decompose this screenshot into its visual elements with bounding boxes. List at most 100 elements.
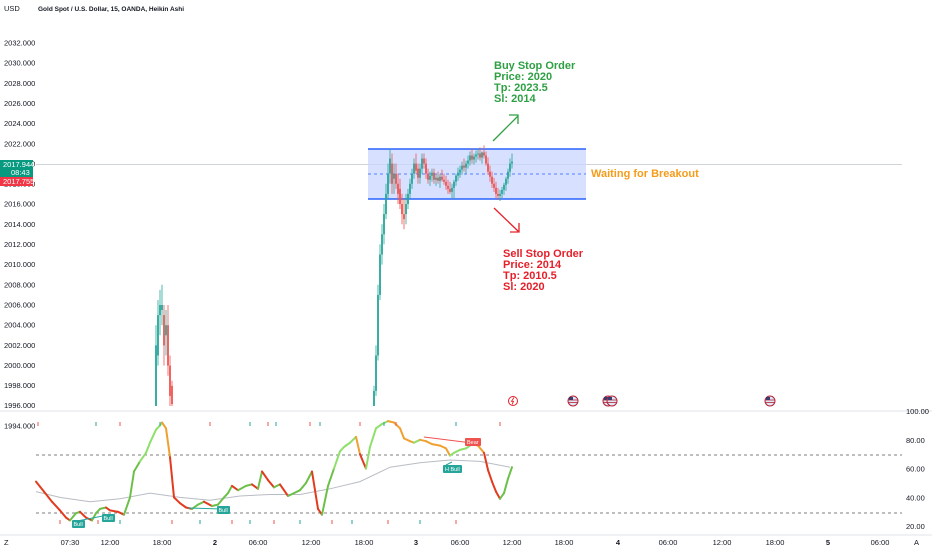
candle-body (389, 158, 391, 174)
buy-line2: Price: 2020 (494, 71, 552, 83)
time-tick-label: 4 (616, 538, 621, 547)
oscillator-segment (211, 503, 219, 507)
time-axis[interactable]: 07:30 12:00 18:00 2 06:00 12:00 18:00 3 06:00 12:… (61, 538, 890, 547)
candle-body (457, 172, 459, 176)
auto-scale-corner[interactable]: A (914, 538, 919, 547)
oscillator-axis[interactable]: 100.00 80.00 60.00 40.00 20.00 (906, 407, 929, 531)
candle-body (415, 163, 417, 171)
oscillator-segment (369, 427, 377, 448)
oscillator-tick-label: 40.00 (906, 493, 925, 502)
time-tick-label: 18:00 (355, 538, 374, 547)
oscillator-segment (203, 500, 213, 507)
candle-body (427, 173, 429, 180)
price-tick-label: 2000.000 (4, 361, 35, 370)
time-tick-label: 18:00 (153, 538, 172, 547)
us-flag-event-icon[interactable] (764, 395, 776, 407)
oscillator-segment (79, 510, 87, 519)
timezone-corner[interactable]: Z (4, 538, 9, 547)
oscillator-tick-label: 60.00 (906, 465, 925, 474)
price-tick-label: 2006.000 (4, 300, 35, 309)
bid-price-value: 2017.755 (3, 177, 34, 186)
oscillator-segment (507, 466, 513, 480)
candle-body (419, 168, 421, 178)
sell-line4: Sl: 2020 (503, 281, 545, 293)
oscillator-segment (35, 480, 45, 493)
candle-body (155, 345, 157, 406)
candle-body (445, 181, 447, 186)
candle-body (475, 154, 477, 157)
oscillator-segment (117, 510, 125, 516)
bear-label: Bear (465, 438, 481, 446)
candle-body (451, 187, 453, 192)
time-tick-label: 06:00 (659, 538, 678, 547)
oscillator-segment (173, 496, 181, 505)
oscillator-segment (227, 484, 233, 495)
candle-body (383, 214, 385, 235)
oscillator-segment (499, 492, 505, 500)
time-tick-label: 12:00 (713, 538, 732, 547)
time-tick-label: 18:00 (555, 538, 574, 547)
price-axis[interactable]: 2032.000 2030.000 2028.000 2026.000 2024.000… (4, 39, 35, 431)
candle-body (429, 175, 431, 180)
sell-line2: Price: 2014 (503, 259, 562, 271)
bull-label-3-text: Bull (219, 508, 228, 514)
candle-body (499, 193, 501, 196)
candle-body (493, 183, 495, 188)
candle-body (393, 173, 395, 179)
oscillator-segment (343, 441, 351, 448)
oscillator-segment (381, 420, 389, 425)
oscillator-segment (257, 470, 263, 490)
lightning-event-icon[interactable] (508, 396, 518, 406)
oscillator-tick-label: 20.00 (906, 522, 925, 531)
down-arrow (493, 207, 520, 233)
price-tick-label: 1994.000 (4, 421, 35, 430)
oscillator-segment (393, 421, 401, 430)
signal-line (35, 459, 511, 503)
price-candles (155, 284, 173, 406)
candle-body (437, 177, 439, 181)
oscillator-segment (149, 428, 157, 444)
oscillator-segment (495, 490, 501, 500)
us-flag-event-icon[interactable] (606, 395, 618, 407)
candle-body (441, 176, 443, 180)
oscillator-segment (273, 483, 281, 489)
candle-body (169, 365, 171, 396)
time-tick-label: 12:00 (503, 538, 522, 547)
price-tick-label: 2010.000 (4, 260, 35, 269)
current-price-tag: 2017.944 08:43 (0, 160, 34, 177)
us-flag-event-icon[interactable] (567, 395, 579, 407)
candle-body (481, 152, 483, 158)
oscillator-segment (123, 496, 131, 516)
oscillator-segment (217, 496, 225, 506)
bull-divergence-line-2 (187, 507, 223, 510)
price-tick-label: 2028.000 (4, 79, 35, 88)
oscillator-segment (491, 480, 497, 493)
oscillator-segment (419, 438, 427, 443)
oscillator-pane: Bull Bull Bull H Bull Bear (35, 420, 902, 528)
candle-body (399, 188, 401, 204)
candle-body (409, 183, 411, 194)
oscillator-segment (399, 427, 405, 440)
oscillator-segment (69, 512, 77, 522)
oscillator-segment (459, 447, 467, 451)
candle-body (469, 155, 471, 161)
oscillator-segment (327, 467, 335, 487)
bull-label-1-text: Bull (74, 522, 83, 528)
bull-label-2-text: Bull (104, 516, 113, 522)
candle-body (413, 163, 415, 174)
candle-body (167, 325, 169, 366)
oscillator-segment (439, 444, 447, 450)
bull-label-1: Bull (72, 520, 85, 528)
oscillator-tick-label: 100.00 (906, 407, 929, 416)
oscillator-segment (245, 483, 253, 487)
oscillator-tick-label: 80.00 (906, 436, 925, 445)
candle-body (459, 169, 461, 173)
oscillator-segment (293, 489, 301, 495)
candle-body (455, 175, 457, 182)
oscillator-segment (251, 483, 259, 490)
candle-body (411, 173, 413, 184)
price-candles-overlay (373, 145, 513, 406)
price-tick-label: 2022.000 (4, 139, 35, 148)
candle-body (157, 315, 159, 356)
oscillator-segment (133, 460, 141, 473)
